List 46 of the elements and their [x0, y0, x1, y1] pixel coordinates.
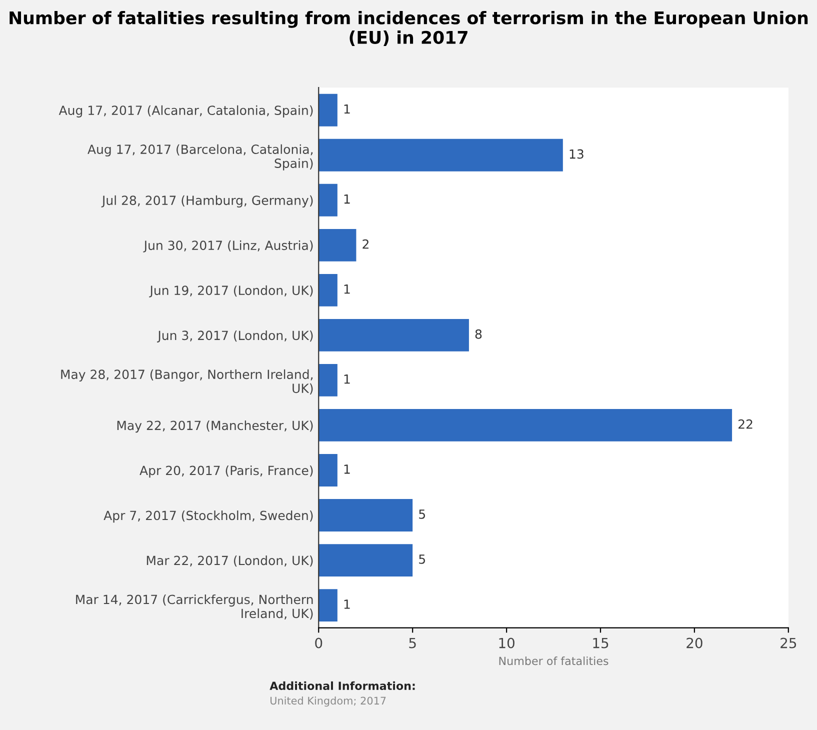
data-label: 8	[475, 329, 482, 339]
bar	[318, 589, 338, 622]
y-tick-label: Jun 19, 2017 (London, UK)	[149, 285, 313, 298]
bar	[318, 318, 469, 352]
data-label: 2	[362, 239, 368, 249]
y-tick-label: Aug 17, 2017 (Barcelona, Catalonia, Spain)	[88, 144, 313, 170]
bar	[318, 274, 338, 306]
text: Additional Information:	[270, 681, 415, 690]
x-tick-label: 15	[593, 638, 608, 648]
data-label: 5	[419, 510, 425, 519]
bar	[318, 409, 732, 442]
x-tick-label: 10	[499, 638, 514, 648]
chart-title: Number of fatalities resulting from incidences of terrorism in the European Union (EU) in 2017	[10, 10, 808, 46]
y-tick-label: Apr 20, 2017 (Paris, France)	[140, 465, 313, 478]
y-tick-label: Apr 7, 2017 (Stockholm, Sweden)	[104, 510, 313, 523]
x-tick-label: 25	[780, 638, 796, 648]
data-label: 22	[738, 419, 752, 429]
x-tick-label: 20	[686, 638, 702, 648]
x-tick-label: 5	[409, 638, 416, 648]
bar	[318, 364, 338, 396]
y-tick-label: Jul 28, 2017 (Hamburg, Germany)	[101, 195, 313, 208]
y-tick-label: May 28, 2017 (Bangor, Northern Ireland, UK)	[61, 369, 313, 395]
bar	[318, 544, 413, 576]
data-label: 1	[344, 104, 350, 114]
bar	[318, 499, 413, 532]
data-label: 5	[419, 554, 425, 564]
data-label: 1	[344, 464, 350, 474]
bar	[318, 228, 356, 262]
y-tick-label: Mar 14, 2017 (Carrickfergus, Northern Ireland, UK)	[76, 594, 313, 620]
x-tick-label: 0	[315, 638, 322, 648]
y-tick-label: Jun 30, 2017 (Linz, Austria)	[143, 240, 313, 252]
data-label: 1	[344, 194, 350, 204]
x-axis-title: Number of fatalities	[499, 656, 608, 666]
y-tick-label: Aug 17, 2017 (Alcanar, Catalonia, Spain)	[58, 105, 313, 118]
text: United Kingdom; 2017	[270, 696, 386, 707]
y-tick-label: Jun 3, 2017 (London, UK)	[157, 330, 313, 342]
bar	[318, 94, 338, 126]
bar	[318, 138, 563, 172]
data-label: 1	[344, 600, 350, 609]
bar	[318, 454, 338, 486]
data-label: 13	[570, 149, 584, 159]
data-label: 1	[344, 284, 350, 294]
y-tick-label: Mar 22, 2017 (London, UK)	[146, 556, 313, 567]
y-tick-label: May 22, 2017 (Manchester, UK)	[117, 420, 313, 433]
bar	[318, 184, 338, 216]
data-label: 1	[344, 374, 350, 384]
